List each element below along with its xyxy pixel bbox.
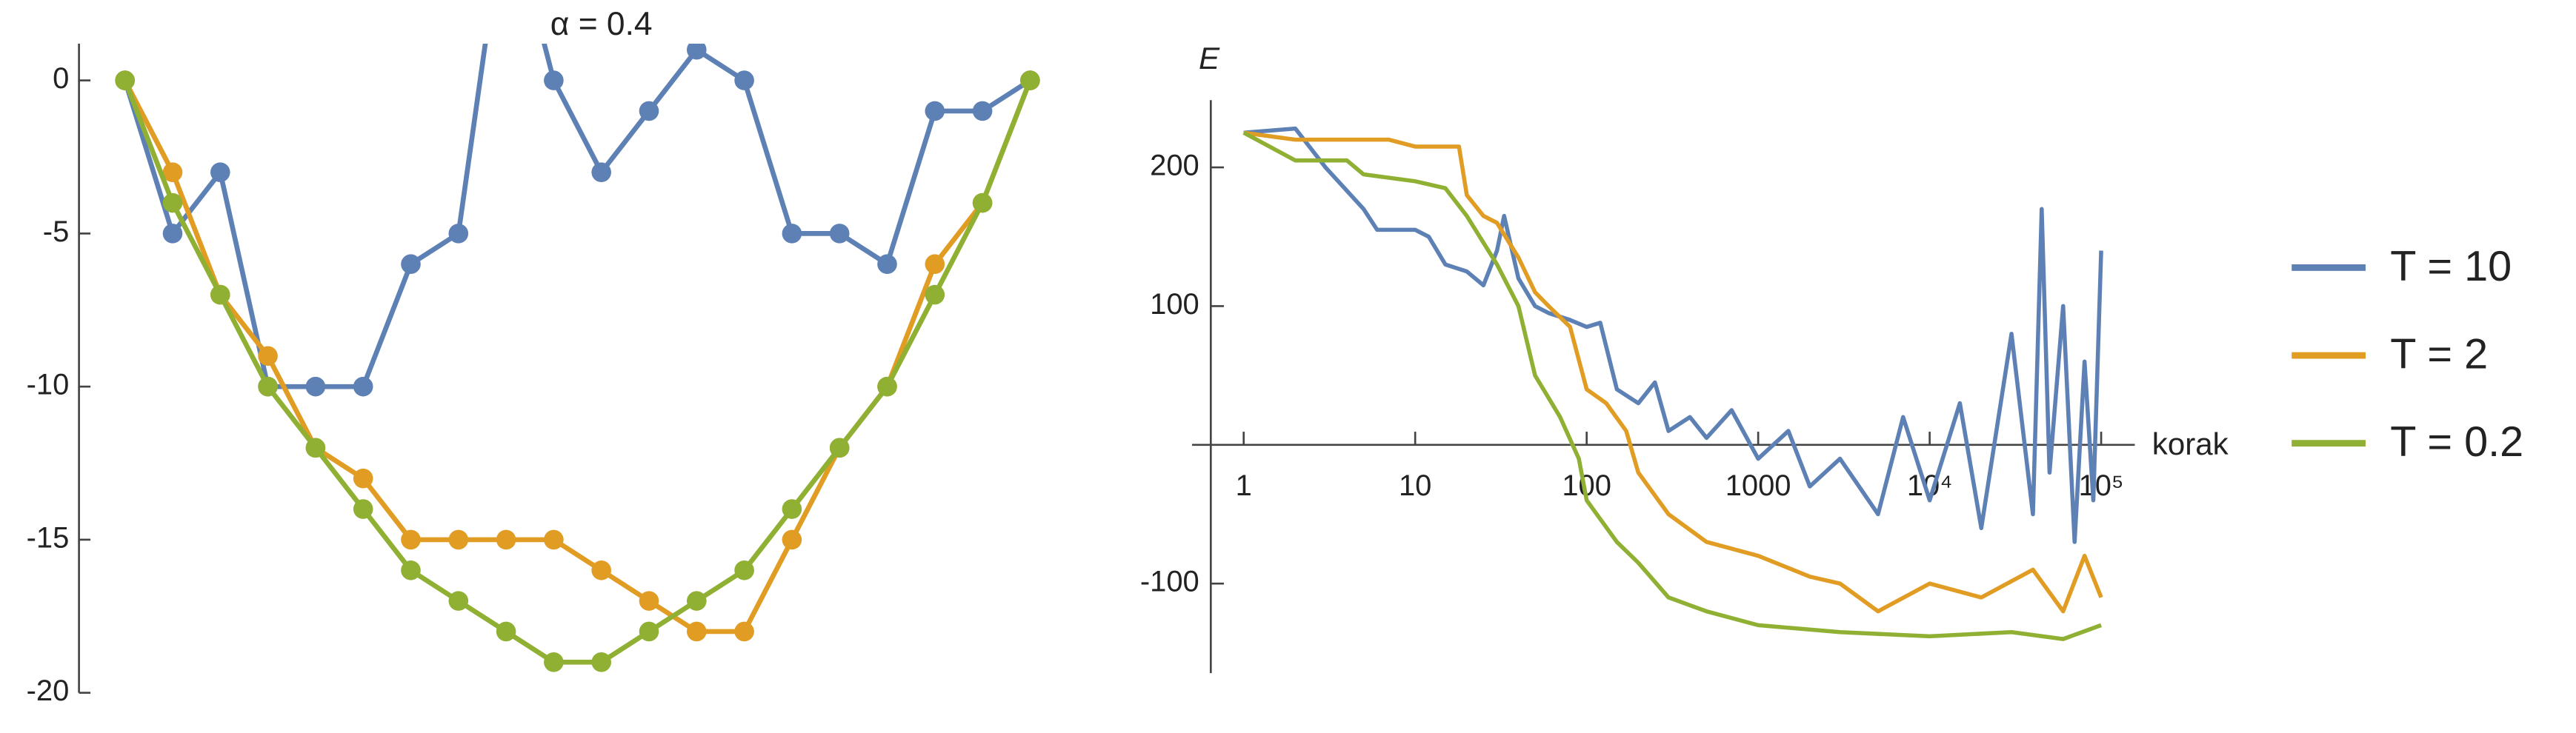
marker bbox=[353, 499, 373, 519]
marker bbox=[544, 70, 564, 90]
marker bbox=[925, 284, 945, 305]
y-axis-label: E bbox=[1199, 41, 1220, 76]
marker bbox=[448, 591, 469, 611]
marker bbox=[686, 591, 707, 611]
x-tick-label: 1 bbox=[1236, 469, 1252, 502]
marker bbox=[782, 224, 802, 244]
marker bbox=[401, 529, 421, 550]
marker bbox=[734, 70, 754, 90]
series-line bbox=[122, 79, 1033, 665]
series-line bbox=[1243, 126, 2103, 544]
y-tick-label: -20 bbox=[27, 675, 70, 707]
x-axis-label: korak bbox=[2152, 426, 2229, 461]
y-tick-label: -10 bbox=[27, 369, 70, 401]
marker bbox=[877, 254, 897, 275]
y-tick-label: -15 bbox=[27, 521, 70, 554]
marker bbox=[734, 560, 754, 580]
y-tick-label: -5 bbox=[43, 215, 69, 248]
marker bbox=[782, 529, 802, 550]
marker bbox=[925, 101, 945, 121]
marker bbox=[639, 101, 659, 121]
y-tick-label: 100 bbox=[1150, 288, 1199, 321]
x-tick-label: 1000 bbox=[1725, 469, 1791, 502]
marker bbox=[162, 193, 183, 213]
marker bbox=[782, 499, 802, 519]
marker bbox=[448, 529, 469, 550]
legend-label: T = 10 bbox=[2390, 243, 2512, 290]
marker bbox=[401, 254, 421, 275]
marker bbox=[639, 621, 659, 642]
marker bbox=[544, 652, 564, 672]
marker bbox=[496, 529, 516, 550]
y-tick-label: 0 bbox=[53, 62, 69, 95]
marker bbox=[734, 621, 754, 642]
plot-area bbox=[115, 43, 1040, 672]
marker bbox=[1020, 70, 1040, 90]
marker bbox=[496, 621, 516, 642]
series-line bbox=[1242, 130, 2103, 641]
marker bbox=[544, 529, 564, 550]
y-tick-label: -100 bbox=[1140, 566, 1199, 598]
x-tick-label: 10⁵ bbox=[2079, 469, 2124, 502]
marker bbox=[115, 70, 135, 90]
x-tick-label: 10 bbox=[1399, 469, 1431, 502]
marker bbox=[258, 346, 278, 366]
y-tick-label: 200 bbox=[1150, 150, 1199, 182]
marker bbox=[210, 284, 230, 305]
series-line bbox=[122, 43, 1032, 389]
marker bbox=[877, 376, 897, 397]
chart-title: α = 0.4 bbox=[550, 6, 653, 42]
marker bbox=[448, 224, 469, 244]
marker bbox=[591, 652, 611, 672]
legend-label: T = 2 bbox=[2390, 330, 2488, 378]
marker bbox=[162, 224, 183, 244]
marker bbox=[305, 438, 326, 458]
marker bbox=[258, 376, 278, 397]
marker bbox=[353, 376, 373, 397]
marker bbox=[591, 560, 611, 580]
series-line bbox=[1243, 130, 2103, 614]
marker bbox=[829, 224, 850, 244]
marker bbox=[353, 468, 373, 489]
marker bbox=[972, 101, 993, 121]
marker bbox=[401, 560, 421, 580]
marker bbox=[829, 438, 850, 458]
marker bbox=[925, 254, 945, 275]
marker bbox=[210, 162, 230, 182]
marker bbox=[162, 162, 183, 182]
marker bbox=[591, 162, 611, 182]
marker bbox=[972, 193, 993, 213]
marker bbox=[686, 43, 707, 60]
marker bbox=[305, 376, 326, 397]
marker bbox=[686, 621, 707, 642]
legend-label: T = 0.2 bbox=[2390, 418, 2523, 466]
marker bbox=[639, 591, 659, 611]
